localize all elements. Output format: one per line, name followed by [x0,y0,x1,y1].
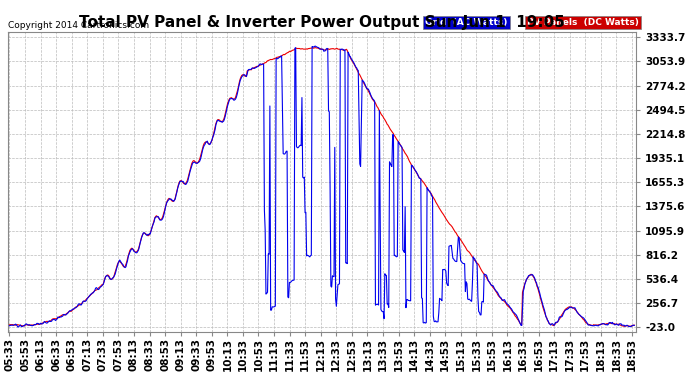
Text: Grid  (AC Watts): Grid (AC Watts) [425,18,508,27]
Text: Copyright 2014 Cartronics.com: Copyright 2014 Cartronics.com [8,21,149,30]
Text: PV Panels  (DC Watts): PV Panels (DC Watts) [526,18,639,27]
Title: Total PV Panel & Inverter Power Output Sun Jun 1  19:05: Total PV Panel & Inverter Power Output S… [79,15,565,30]
